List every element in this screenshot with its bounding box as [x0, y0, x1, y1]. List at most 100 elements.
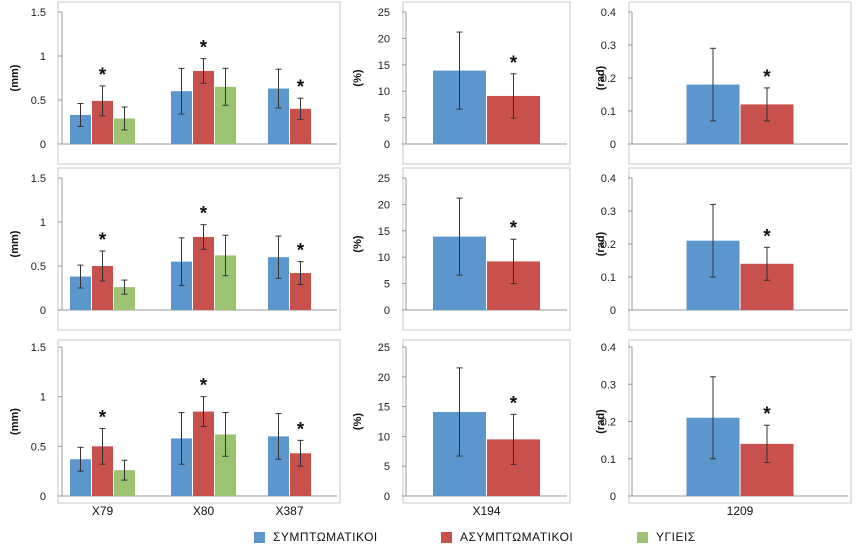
y-tick-label: 25: [378, 173, 390, 185]
bar-x80-s2: [215, 434, 236, 496]
y-tick-label: 0.5: [31, 441, 46, 453]
y-tick-label: 0.1: [601, 454, 616, 466]
y-tick-label: 0.1: [601, 272, 616, 284]
y-tick-label: 5: [384, 279, 390, 291]
y-tick-label: 0: [384, 139, 390, 151]
bar-x79-s1: [92, 446, 113, 496]
y-tick-label: 25: [378, 7, 390, 19]
legend-swatch-healthy: [637, 531, 648, 543]
legend: ΣΥΜΠΤΩΜΑΤΙΚΟΙ ΑΣΥΜΠΤΩΜΑΤΙΚΟΙ ΥΓΙΕΙΣ: [0, 528, 866, 552]
significance-star: *: [99, 407, 107, 428]
bar-x79-s1: [92, 266, 113, 310]
y-tick-label: 5: [384, 113, 390, 125]
panel-frame: [628, 1, 852, 165]
significance-star: *: [763, 226, 771, 247]
y-axis-label: (mm): [9, 230, 21, 257]
y-axis-label: (rad): [595, 65, 607, 90]
panel-r3c1: 0 0.5 1 1.5 (mm) * X79 * X80 * X387: [9, 339, 341, 518]
legend-swatch-symptomatic: [254, 531, 265, 543]
legend-item-healthy: ΥΓΙΕΙΣ: [637, 530, 696, 544]
y-tick-label: 1: [40, 51, 46, 63]
y-tick-label: 0.3: [601, 206, 616, 218]
y-tick-label: 1.5: [31, 173, 46, 185]
y-axis-label: (mm): [9, 64, 21, 91]
y-tick-label: 0: [610, 491, 616, 503]
bar-x79-s2: [114, 287, 135, 310]
x-tick-label-x194: X194: [472, 504, 500, 518]
panel-r2c3: 0 0.1 0.2 0.3 0.4 (rad) *: [595, 167, 852, 331]
panel-r2c1: 0 0.5 1 1.5 (mm) * * *: [9, 167, 341, 331]
panel-frame: [628, 339, 852, 504]
panel-r3c3: 0 0.1 0.2 0.3 0.4 (rad) * 1209: [595, 339, 852, 518]
bar-x79-s0: [70, 459, 91, 496]
y-axis-label: (%): [352, 235, 364, 252]
legend-label-symptomatic: ΣΥΜΠΤΩΜΑΤΙΚΟΙ: [273, 530, 378, 544]
bar-x387-s0: [268, 88, 289, 144]
significance-star: *: [200, 376, 208, 397]
y-tick-label: 0.2: [601, 239, 616, 251]
y-tick-label: 20: [378, 33, 390, 45]
y-tick-label: 0: [610, 139, 616, 151]
panel-frame: [57, 167, 341, 331]
significance-star: *: [200, 38, 208, 59]
significance-star: *: [763, 67, 771, 88]
significance-star: *: [297, 241, 305, 262]
significance-star: *: [510, 218, 518, 239]
x-tick-label-1209: 1209: [727, 504, 754, 518]
significance-star: *: [510, 53, 518, 74]
y-tick-label: 1: [40, 392, 46, 404]
y-axis-label: (rad): [595, 231, 607, 256]
y-tick-label: 15: [378, 60, 390, 72]
bar-x387-s1: [290, 273, 311, 310]
y-axis-label: (%): [352, 413, 364, 430]
y-tick-label: 0.4: [601, 342, 616, 354]
y-tick-label: 0.4: [601, 7, 616, 19]
bar-x80-s1: [193, 70, 214, 144]
y-tick-label: 0: [610, 305, 616, 317]
y-tick-label: 20: [378, 199, 390, 211]
y-tick-label: 0.5: [31, 95, 46, 107]
y-axis-label: (mm): [9, 408, 21, 435]
y-tick-label: 15: [378, 402, 390, 414]
panel-frame: [402, 167, 571, 331]
legend-item-symptomatic: ΣΥΜΠΤΩΜΑΤΙΚΟΙ: [254, 530, 378, 544]
y-tick-label: 20: [378, 372, 390, 384]
y-tick-label: 10: [378, 86, 390, 98]
y-tick-label: 0: [40, 305, 46, 317]
y-tick-label: 1.5: [31, 7, 46, 19]
y-tick-label: 15: [378, 226, 390, 238]
y-tick-label: 0.1: [601, 106, 616, 118]
y-tick-label: 0.4: [601, 173, 616, 185]
y-tick-label: 0: [40, 139, 46, 151]
panel-frame: [57, 1, 341, 165]
panel-r2c2: 0 5 10 15 20 25 (%) *: [352, 167, 571, 331]
bar-x79-s2: [114, 118, 135, 144]
y-tick-label: 10: [378, 431, 390, 443]
significance-star: *: [297, 419, 305, 440]
significance-star: *: [99, 230, 107, 251]
panel-r1c1: 0 0.5 1 1.5 (mm) * * *: [9, 1, 341, 165]
bar-x79-s0: [70, 114, 91, 144]
bar-x387-s0: [268, 257, 289, 310]
bar-x387-s0: [268, 436, 289, 496]
y-tick-label: 1: [40, 217, 46, 229]
panel-frame: [402, 339, 571, 504]
bar-x80-s0: [171, 438, 192, 496]
bar-x80-s1: [193, 236, 214, 310]
y-tick-label: 1.5: [31, 342, 46, 354]
bar-x79-s2: [114, 470, 135, 496]
y-tick-label: 0: [384, 305, 390, 317]
y-tick-label: 10: [378, 252, 390, 264]
panel-frame: [57, 339, 341, 504]
bar-x387-s1: [290, 108, 311, 144]
panel-r1c3: 0 0.1 0.2 0.3 0.4 (rad) *: [595, 1, 852, 165]
y-tick-label: 0.3: [601, 40, 616, 52]
significance-star: *: [297, 77, 305, 98]
bar-x80-s1: [193, 411, 214, 496]
y-axis-label: (rad): [595, 409, 607, 434]
y-tick-label: 0.2: [601, 73, 616, 85]
y-tick-label: 0: [384, 491, 390, 503]
bar-x80-s0: [171, 91, 192, 144]
legend-item-asymptomatic: ΑΣΥΜΠΤΩΜΑΤΙΚΟΙ: [441, 530, 573, 544]
